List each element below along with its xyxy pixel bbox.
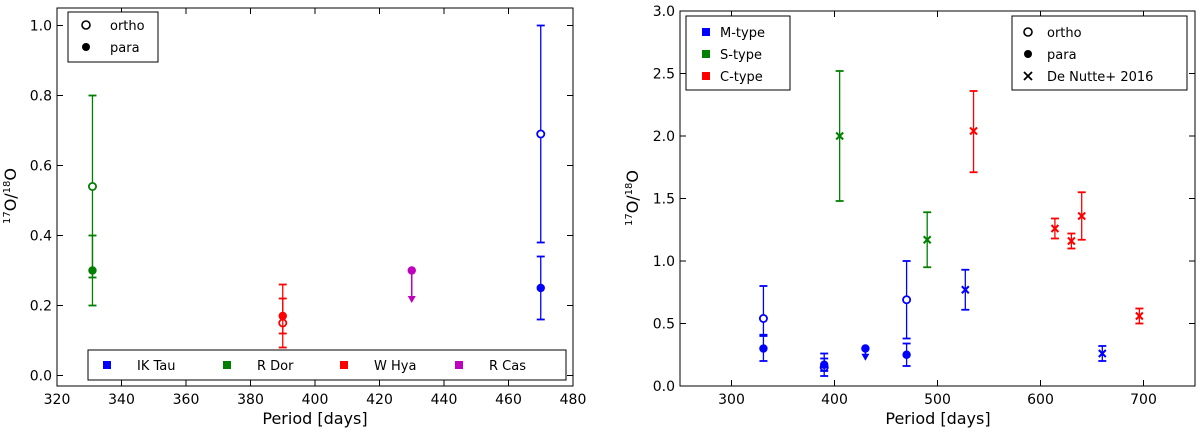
legend-w-hya-swatch — [340, 361, 348, 369]
x-tick-label: 320 — [44, 392, 71, 408]
legend-c-type-label: C-type — [720, 70, 763, 85]
x-tick-label: 440 — [431, 392, 458, 408]
right-marker-legend-box — [1011, 15, 1188, 91]
y-tick-label: 0.0 — [653, 379, 675, 395]
x-tick-label: 600 — [1027, 392, 1054, 408]
right-data-marks — [758, 70, 1144, 377]
legend-para-marker — [82, 43, 90, 51]
m-type-ortho-point — [758, 313, 768, 323]
legend-r-dor-label: R Dor — [257, 359, 294, 374]
right-marker-legend: ortho para De Nutte+ 2016 — [1011, 15, 1188, 91]
right-y-axis-label: 17O/18O — [623, 170, 642, 226]
right-axis-ticks: 300 400 500 600 700 0.0 0.5 1.0 1.5 2.0 2.5 3.0 — [653, 4, 1195, 408]
legend-x-marker — [1023, 71, 1033, 81]
r-dor-para-point — [88, 266, 97, 275]
r-dor-ortho-point — [87, 181, 97, 191]
r-cas-upper-limit-arrow — [407, 296, 416, 303]
left-marker-legend-box — [67, 11, 159, 63]
x-tick-label: 460 — [495, 392, 522, 408]
c-type-de-nutte-point — [1077, 211, 1086, 221]
left-marker-legend: ortho para — [67, 11, 159, 63]
right-type-legend: M-type S-type C-type — [685, 15, 791, 91]
left-chart: 320 340 360 380 400 420 440 460 480 0.0 0.2 0.4 0.6 0… — [1, 7, 587, 428]
x-tick-label: 700 — [1130, 392, 1157, 408]
left-y-axis-label: 17O/18O — [1, 168, 20, 224]
legend-r-cas-label: R Cas — [489, 359, 526, 374]
x-tick-label: 480 — [560, 392, 587, 408]
legend-c-type-swatch — [702, 72, 710, 80]
ik-tau-para-point — [536, 283, 545, 293]
y-tick-label: 0.0 — [30, 369, 52, 385]
x-tick-label: 400 — [821, 392, 848, 408]
c-type-de-nutte-point — [1050, 224, 1060, 233]
x-tick-label: 380 — [237, 392, 264, 408]
y-tick-label: 0.8 — [30, 89, 52, 105]
x-tick-label: 360 — [173, 392, 200, 408]
left-star-legend-box — [87, 349, 567, 381]
right-chart: 300 400 500 600 700 0.0 0.5 1.0 1.5 2.0 2.5 3.0 Per… — [623, 4, 1196, 428]
legend-s-type-swatch — [702, 50, 710, 58]
legend-para-marker-2 — [1024, 50, 1032, 58]
s-type-de-nutte-point — [922, 235, 932, 244]
m-type-upper-limit-arrow — [861, 353, 870, 361]
legend-s-type-label: S-type — [720, 48, 762, 63]
y-tick-label: 0.4 — [30, 229, 52, 245]
y-tick-label: 1.0 — [653, 254, 675, 270]
x-tick-label: 340 — [108, 392, 135, 408]
left-x-axis-label: Period [days] — [262, 409, 367, 428]
c-type-de-nutte-point — [1067, 236, 1076, 246]
y-tick-label: 1.0 — [30, 19, 52, 35]
legend-para-label-2: para — [1047, 48, 1077, 63]
y-tick-label: 0.5 — [653, 317, 675, 333]
legend-ortho-marker — [81, 20, 91, 30]
legend-w-hya-label: W Hya — [374, 359, 416, 374]
c-type-de-nutte-point — [1135, 311, 1144, 321]
x-tick-label: 420 — [366, 392, 393, 408]
s-type-de-nutte-point — [835, 131, 844, 141]
x-tick-label: 400 — [302, 392, 329, 408]
left-plot-frame — [56, 7, 574, 387]
legend-r-cas-swatch — [455, 361, 463, 369]
m-type-para-point — [820, 360, 829, 369]
m-type-para-point — [861, 344, 870, 353]
m-type-para-point — [759, 344, 768, 353]
legend-de-nutte-label: De Nutte+ 2016 — [1047, 70, 1153, 85]
m-type-de-nutte-point — [961, 285, 970, 294]
left-axis-ticks: 320 340 360 380 400 420 440 460 480 0.0 0.2 0.4 0.6 0… — [30, 8, 587, 408]
ik-tau-ortho-point — [536, 129, 546, 139]
left-data-marks — [87, 24, 546, 349]
x-tick-label: 500 — [924, 392, 951, 408]
m-type-de-nutte-point — [1098, 349, 1107, 358]
legend-ik-tau-swatch — [103, 361, 111, 369]
x-tick-label: 300 — [718, 392, 745, 408]
w-hya-para-point — [278, 311, 287, 321]
y-tick-label: 2.5 — [653, 67, 675, 83]
m-type-para-point — [902, 350, 911, 359]
legend-m-type-swatch — [702, 28, 710, 36]
legend-para-label: para — [110, 41, 140, 56]
y-tick-label: 2.0 — [653, 129, 675, 145]
left-star-legend: IK Tau R Dor W Hya R Cas — [87, 349, 567, 381]
right-x-axis-label: Period [days] — [885, 409, 990, 428]
legend-r-dor-swatch — [223, 361, 231, 369]
y-tick-label: 0.6 — [30, 159, 52, 175]
legend-ortho-marker-2 — [1023, 27, 1033, 37]
legend-ik-tau-label: IK Tau — [137, 359, 176, 374]
m-type-ortho-point — [902, 295, 912, 305]
legend-ortho-label: ortho — [110, 19, 145, 34]
y-tick-label: 3.0 — [653, 4, 675, 20]
legend-m-type-label: M-type — [720, 26, 765, 41]
r-cas-para-point — [407, 266, 416, 275]
c-type-de-nutte-point — [969, 126, 978, 136]
y-tick-label: 0.2 — [30, 299, 52, 315]
legend-ortho-label-2: ortho — [1047, 26, 1082, 41]
y-tick-label: 1.5 — [653, 192, 675, 208]
